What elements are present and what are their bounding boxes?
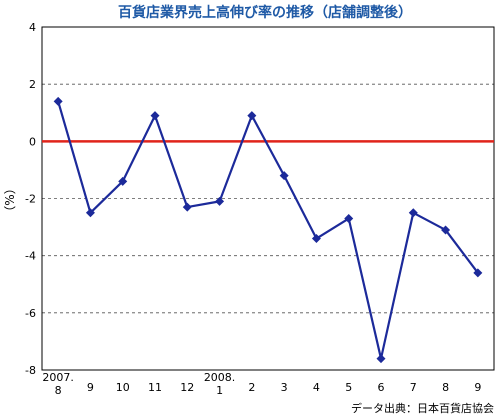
data-point [85, 208, 95, 218]
y-axis-label: （%） [3, 182, 17, 217]
data-point [215, 196, 225, 206]
x-tick-label: 7 [410, 381, 417, 394]
data-point [311, 234, 321, 244]
x-tick-label: 11 [148, 381, 162, 394]
data-point [247, 111, 257, 121]
data-point [150, 111, 160, 121]
y-tick-label: 4 [29, 21, 36, 34]
data-point [182, 202, 192, 212]
y-tick-label: -8 [25, 364, 36, 377]
grid-layer [42, 83, 494, 314]
series-layer [53, 96, 483, 364]
x-tick-label: 12 [180, 381, 194, 394]
data-point [376, 354, 386, 364]
data-point [408, 208, 418, 218]
y-tick-labels: 4 2 0 -2 -4 -6 -8 [25, 21, 36, 377]
source-note: データ出典：日本百貨店協会 [351, 401, 494, 415]
x-tick-label: 9 [87, 381, 94, 394]
x-tick-label: 8 [442, 381, 449, 394]
data-point [473, 268, 483, 278]
x-tick-label: 5 [345, 381, 352, 394]
data-point [118, 176, 128, 186]
x-tick-label: 9 [474, 381, 481, 394]
y-tick-label: -6 [25, 307, 36, 320]
y-tick-label: -4 [25, 250, 36, 263]
y-tick-label: 0 [29, 135, 36, 148]
x-tick-label: 6 [378, 381, 385, 394]
x-tick-label: 3 [281, 381, 288, 394]
plot-frame [41, 26, 495, 371]
series-line [57, 101, 479, 360]
data-point [53, 96, 63, 106]
y-tick-label: 2 [29, 78, 36, 91]
x-tick-labels: 2007. 8 9 10 11 12 2008. 1 2 3 4 5 6 7 8 9 [42, 371, 481, 397]
x-tick-label: 2007. 8 [42, 371, 74, 397]
data-point [279, 171, 289, 181]
data-point [441, 225, 451, 235]
data-point [344, 214, 354, 224]
x-tick-label: 10 [116, 381, 130, 394]
x-tick-label: 2008. 1 [204, 371, 236, 397]
x-tick-label: 4 [313, 381, 320, 394]
x-tick-label: 2 [248, 381, 255, 394]
chart-title: 百貨店業界売上高伸び率の推移（店舗調整後） [118, 4, 412, 21]
y-tick-label: -2 [25, 193, 36, 206]
